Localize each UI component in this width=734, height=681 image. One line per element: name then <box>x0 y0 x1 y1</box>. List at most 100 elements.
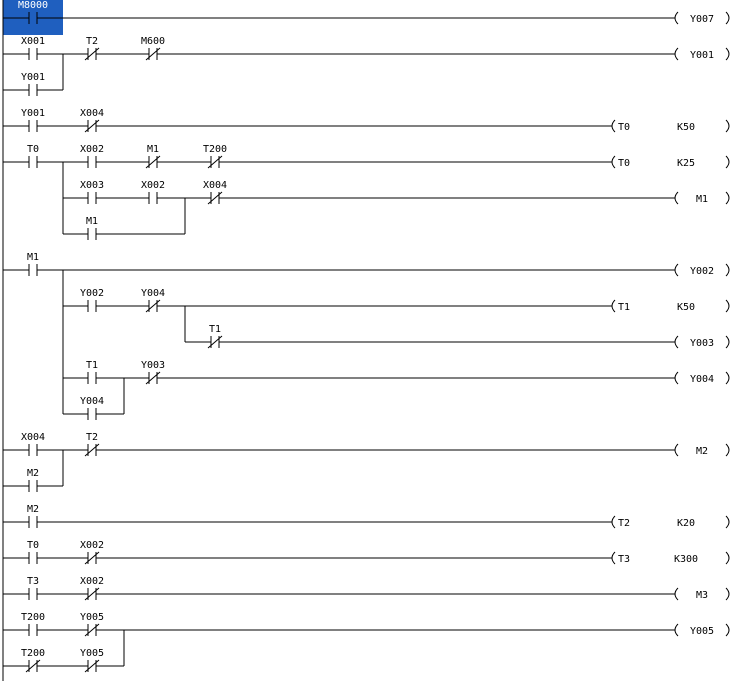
contact-label: M8000 <box>18 0 48 11</box>
timer-setting: K300 <box>674 554 698 565</box>
contact-gap <box>88 412 96 416</box>
contact-label: X002 <box>80 144 104 155</box>
contact-gap <box>29 628 37 632</box>
contact-slash <box>25 659 41 673</box>
coil-device: M2 <box>696 446 708 457</box>
contact-label: Y004 <box>141 288 165 299</box>
coil-open <box>674 263 679 277</box>
contact-label: Y002 <box>80 288 104 299</box>
contact-gap <box>29 268 37 272</box>
coil-open <box>611 299 616 313</box>
timer-device: T2 <box>618 518 630 529</box>
contact-label: X004 <box>203 180 227 191</box>
coil-open <box>674 443 679 457</box>
coil-device: Y003 <box>690 338 714 349</box>
contact-slash <box>84 587 100 601</box>
contact-label: T0 <box>27 540 39 551</box>
coil-close <box>725 335 730 349</box>
contact-slash <box>84 47 100 61</box>
contact-slash <box>84 119 100 133</box>
coil-open <box>674 191 679 205</box>
coil-open <box>611 515 616 529</box>
contact-slash <box>84 443 100 457</box>
contact-label: X001 <box>21 36 45 47</box>
contact-label: M2 <box>27 504 39 515</box>
coil-close <box>725 119 730 133</box>
coil-open <box>611 119 616 133</box>
timer-setting: K50 <box>677 122 695 133</box>
contact-label: Y005 <box>80 612 104 623</box>
contact-label: M1 <box>27 252 39 263</box>
contact-label: M1 <box>147 144 159 155</box>
contact-gap <box>29 88 37 92</box>
contact-label: Y001 <box>21 108 45 119</box>
contact-label: T3 <box>27 576 39 587</box>
contact-gap <box>29 592 37 596</box>
coil-device: Y007 <box>690 14 714 25</box>
contact-slash <box>145 47 161 61</box>
timer-device: T0 <box>618 158 630 169</box>
timer-device: T1 <box>618 302 630 313</box>
contact-label: Y005 <box>80 648 104 659</box>
contact-label: T200 <box>203 144 227 155</box>
contact-gap <box>29 160 37 164</box>
coil-device: Y005 <box>690 626 714 637</box>
contact-label: Y001 <box>21 72 45 83</box>
contact-slash <box>84 551 100 565</box>
coil-device: M3 <box>696 590 708 601</box>
contact-gap <box>88 160 96 164</box>
contact-slash <box>84 623 100 637</box>
contact-gap <box>149 196 157 200</box>
timer-setting: K25 <box>677 158 695 169</box>
coil-open <box>674 11 679 25</box>
timer-setting: K50 <box>677 302 695 313</box>
contact-gap <box>88 196 96 200</box>
contact-slash <box>145 371 161 385</box>
contact-slash <box>207 335 223 349</box>
timer-setting: K20 <box>677 518 695 529</box>
contact-slash <box>84 659 100 673</box>
contact-label: T200 <box>21 612 45 623</box>
contact-label: T1 <box>209 324 221 335</box>
contact-label: X004 <box>80 108 104 119</box>
contact-label: X002 <box>80 576 104 587</box>
contact-gap <box>29 484 37 488</box>
coil-open <box>611 551 616 565</box>
timer-device: T0 <box>618 122 630 133</box>
contact-gap <box>88 232 96 236</box>
contact-slash <box>145 299 161 313</box>
coil-close <box>725 623 730 637</box>
contact-label: T2 <box>86 432 98 443</box>
contact-gap <box>29 448 37 452</box>
contact-slash <box>207 155 223 169</box>
coil-open <box>674 47 679 61</box>
contact-label: M600 <box>141 36 165 47</box>
coil-open <box>674 587 679 601</box>
contact-gap <box>29 16 37 20</box>
contact-label: X002 <box>80 540 104 551</box>
contact-label: T1 <box>86 360 98 371</box>
contact-label: Y003 <box>141 360 165 371</box>
contact-label: T2 <box>86 36 98 47</box>
coil-open <box>674 335 679 349</box>
contact-label: T0 <box>27 144 39 155</box>
contact-gap <box>29 124 37 128</box>
contact-label: X002 <box>141 180 165 191</box>
coil-close <box>725 587 730 601</box>
coil-close <box>725 47 730 61</box>
coil-close <box>725 299 730 313</box>
contact-slash <box>145 155 161 169</box>
coil-close <box>725 155 730 169</box>
contact-gap <box>88 376 96 380</box>
contact-label: M2 <box>27 468 39 479</box>
coil-close <box>725 371 730 385</box>
coil-device: M1 <box>696 194 708 205</box>
coil-open <box>611 155 616 169</box>
timer-device: T3 <box>618 554 630 565</box>
contact-slash <box>207 191 223 205</box>
coil-device: Y001 <box>690 50 714 61</box>
coil-device: Y004 <box>690 374 714 385</box>
contact-gap <box>29 556 37 560</box>
contact-gap <box>29 52 37 56</box>
